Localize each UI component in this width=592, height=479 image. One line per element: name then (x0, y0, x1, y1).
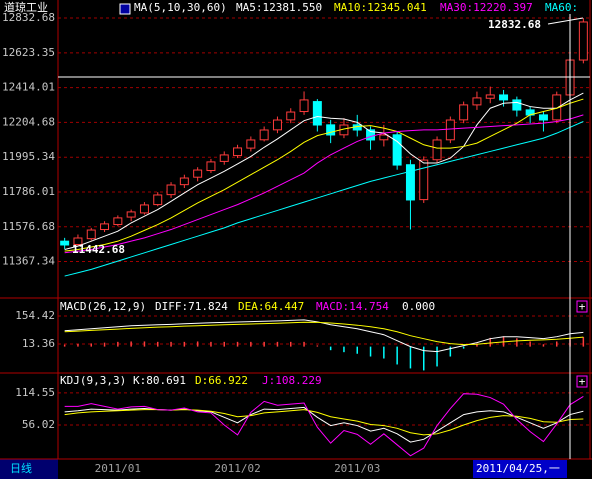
candle-body (379, 134, 389, 141)
candle-body (113, 217, 123, 226)
candle-body (206, 161, 216, 172)
series-line (64, 406, 584, 443)
series-line (64, 319, 584, 353)
y-tick-label: 56.02 (22, 418, 55, 431)
selected-date-box (473, 460, 567, 478)
candle-body (472, 97, 482, 106)
annotation-leader (547, 17, 584, 25)
legend-entry: J:108.229 (262, 374, 322, 387)
candle-body (166, 184, 176, 196)
expand-button[interactable] (576, 375, 588, 388)
y-tick-label: 11576.68 (2, 220, 55, 233)
selected-date: 2011/04/25,一 (476, 462, 560, 475)
panel-title: KDJ(9,3,3) (60, 374, 126, 387)
series-line (64, 92, 584, 250)
candle-body (419, 159, 429, 201)
candle-body (219, 154, 229, 162)
y-tick-label: 12204.68 (2, 115, 55, 128)
y-tick-label: 12414.01 (2, 81, 55, 94)
candle-body (392, 134, 402, 166)
high-annotation: 12832.68 (488, 18, 541, 31)
y-tick-label: 114.55 (15, 386, 55, 399)
candle-body (578, 21, 588, 61)
candle-body (538, 114, 548, 121)
candle-body (139, 204, 149, 214)
y-tick-label: 13.36 (22, 337, 55, 350)
legend-entry: MA5:12381.550 (236, 1, 322, 14)
candle-body (126, 211, 136, 218)
indicator-icon (119, 3, 131, 15)
series-line (64, 121, 584, 277)
series-line (64, 114, 584, 254)
candle-body (233, 147, 243, 157)
series-line (64, 409, 584, 436)
x-tick-label: 2011/01 (95, 462, 141, 475)
candle-body (193, 169, 203, 178)
zero-label: 0.000 (402, 300, 435, 313)
y-tick-label: 11367.34 (2, 255, 55, 268)
period-box (0, 459, 58, 479)
legend-entry: DIFF:71.824 (155, 300, 228, 313)
panel-title: MACD(26,12,9) (60, 300, 146, 313)
candle-body (153, 194, 163, 206)
low-annotation: 11442.68 (72, 243, 125, 256)
expand-button[interactable] (576, 300, 588, 313)
candle-body (366, 129, 376, 141)
candle-body (405, 164, 415, 201)
legend-entry: MA30:12220.397 (440, 1, 533, 14)
panel-subtitle: MA(5,10,30,60) (134, 1, 227, 14)
legend-entry: MA10:12345.041 (334, 1, 427, 14)
candle-body (312, 101, 322, 126)
legend-entry: MA60: (545, 1, 578, 14)
series-line (64, 98, 584, 252)
legend-entry: K:80.691 (133, 374, 186, 387)
candle-body (499, 94, 509, 101)
y-tick-label: 12832.68 (2, 11, 55, 24)
candle-body (272, 119, 282, 131)
period-label: 日线 (10, 461, 32, 475)
candle-body (73, 237, 83, 245)
y-tick-label: 11786.01 (2, 185, 55, 198)
candle-body (445, 119, 455, 141)
candle-body (100, 223, 110, 231)
legend-entry: DEA:64.447 (238, 300, 304, 313)
candle-body (86, 229, 96, 240)
candle-body (459, 104, 469, 121)
series-line (64, 321, 584, 346)
candle-body (246, 139, 256, 149)
candle-body (432, 139, 442, 161)
candle-body (485, 94, 495, 99)
x-tick-label: 2011/02 (214, 462, 260, 475)
panel-title: 道琼工业 (4, 0, 48, 14)
candle-body (326, 124, 336, 136)
candle-body (60, 240, 70, 246)
candle-body (299, 99, 309, 113)
legend-entry: MACD:14.754 (316, 300, 389, 313)
expand-button-icon[interactable]: + (579, 300, 586, 313)
candle-body (179, 177, 189, 186)
y-tick-label: 11995.34 (2, 150, 55, 163)
expand-button-icon[interactable]: + (579, 375, 586, 388)
y-tick-label: 154.42 (15, 309, 55, 322)
candle-body (259, 129, 269, 141)
x-tick-label: 2011/03 (334, 462, 380, 475)
candle-body (286, 111, 296, 121)
legend-entry: D:66.922 (195, 374, 248, 387)
candle-body (512, 99, 522, 111)
candle-body (552, 94, 562, 121)
series-line (64, 393, 584, 457)
y-tick-label: 12623.35 (2, 46, 55, 59)
